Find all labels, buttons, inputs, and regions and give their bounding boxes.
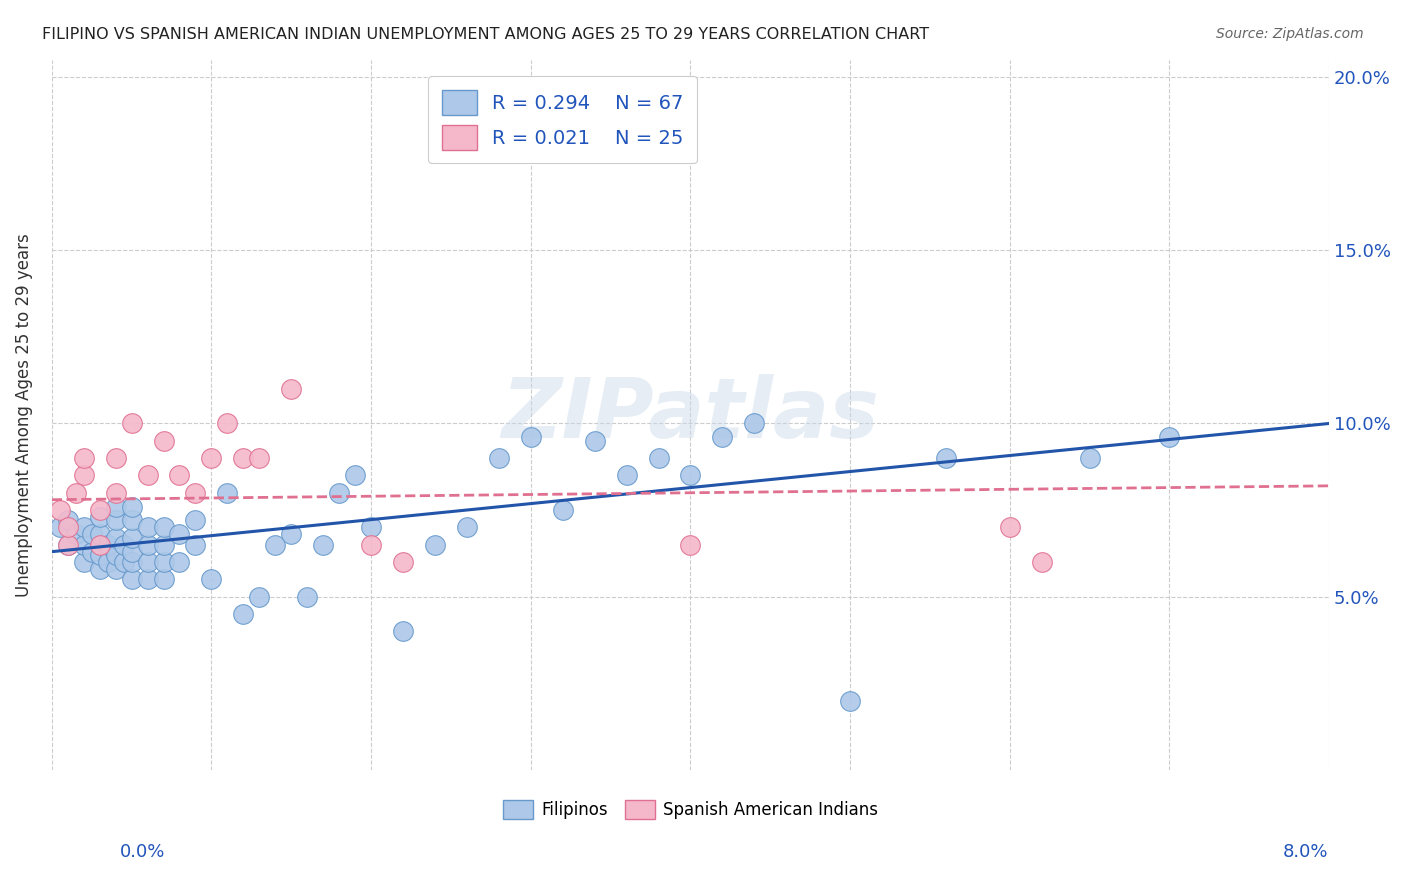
Point — [97, 538, 120, 552]
Point — [89, 538, 111, 552]
Point — [328, 485, 350, 500]
Point — [839, 694, 862, 708]
Point — [136, 538, 159, 552]
Point — [297, 590, 319, 604]
Text: FILIPINO VS SPANISH AMERICAN INDIAN UNEMPLOYMENT AMONG AGES 25 TO 29 YEARS CORRE: FILIPINO VS SPANISH AMERICAN INDIAN UNEM… — [42, 27, 929, 42]
Text: 8.0%: 8.0% — [1284, 843, 1329, 861]
Point — [73, 468, 96, 483]
Point — [56, 514, 79, 528]
Point — [73, 538, 96, 552]
Point — [73, 451, 96, 466]
Point — [104, 500, 127, 514]
Point — [360, 538, 382, 552]
Point — [152, 520, 174, 534]
Point — [121, 544, 143, 558]
Point — [392, 555, 415, 569]
Point — [112, 538, 135, 552]
Point — [48, 520, 70, 534]
Point — [232, 607, 254, 621]
Point — [112, 555, 135, 569]
Point — [73, 555, 96, 569]
Point — [104, 514, 127, 528]
Point — [136, 520, 159, 534]
Point — [247, 590, 270, 604]
Point — [423, 538, 446, 552]
Point — [312, 538, 335, 552]
Point — [392, 624, 415, 639]
Point — [136, 468, 159, 483]
Point — [647, 451, 669, 466]
Point — [136, 555, 159, 569]
Text: 0.0%: 0.0% — [120, 843, 165, 861]
Point — [488, 451, 510, 466]
Point — [217, 417, 239, 431]
Point — [1031, 555, 1053, 569]
Point — [247, 451, 270, 466]
Point — [104, 451, 127, 466]
Point — [679, 468, 702, 483]
Point — [97, 555, 120, 569]
Text: ZIPatlas: ZIPatlas — [502, 375, 879, 455]
Point — [80, 527, 103, 541]
Point — [136, 573, 159, 587]
Point — [152, 555, 174, 569]
Point — [152, 434, 174, 448]
Point — [80, 544, 103, 558]
Point — [344, 468, 367, 483]
Point — [65, 527, 87, 541]
Point — [1159, 430, 1181, 444]
Point — [184, 514, 207, 528]
Point — [360, 520, 382, 534]
Point — [121, 531, 143, 545]
Point — [184, 538, 207, 552]
Point — [200, 573, 222, 587]
Point — [121, 514, 143, 528]
Point — [104, 562, 127, 576]
Point — [280, 382, 302, 396]
Point — [679, 538, 702, 552]
Point — [169, 468, 191, 483]
Point — [616, 468, 638, 483]
Point — [169, 527, 191, 541]
Point — [456, 520, 478, 534]
Point — [104, 485, 127, 500]
Point — [232, 451, 254, 466]
Point — [89, 527, 111, 541]
Point — [280, 527, 302, 541]
Point — [121, 500, 143, 514]
Point — [742, 417, 765, 431]
Point — [217, 485, 239, 500]
Point — [200, 451, 222, 466]
Point — [583, 434, 606, 448]
Point — [65, 485, 87, 500]
Point — [184, 485, 207, 500]
Point — [152, 573, 174, 587]
Point — [48, 503, 70, 517]
Point — [104, 548, 127, 562]
Point — [520, 430, 543, 444]
Point — [935, 451, 957, 466]
Point — [121, 417, 143, 431]
Point — [711, 430, 734, 444]
Point — [89, 510, 111, 524]
Point — [1078, 451, 1101, 466]
Point — [73, 520, 96, 534]
Point — [104, 531, 127, 545]
Point — [121, 555, 143, 569]
Point — [152, 538, 174, 552]
Point — [89, 562, 111, 576]
Y-axis label: Unemployment Among Ages 25 to 29 years: Unemployment Among Ages 25 to 29 years — [15, 233, 32, 597]
Text: Source: ZipAtlas.com: Source: ZipAtlas.com — [1216, 27, 1364, 41]
Point — [121, 573, 143, 587]
Point — [551, 503, 574, 517]
Point — [264, 538, 287, 552]
Point — [56, 520, 79, 534]
Point — [998, 520, 1021, 534]
Point — [56, 538, 79, 552]
Point — [169, 555, 191, 569]
Legend: Filipinos, Spanish American Indians: Filipinos, Spanish American Indians — [496, 793, 884, 826]
Point — [89, 548, 111, 562]
Point — [56, 538, 79, 552]
Point — [89, 503, 111, 517]
